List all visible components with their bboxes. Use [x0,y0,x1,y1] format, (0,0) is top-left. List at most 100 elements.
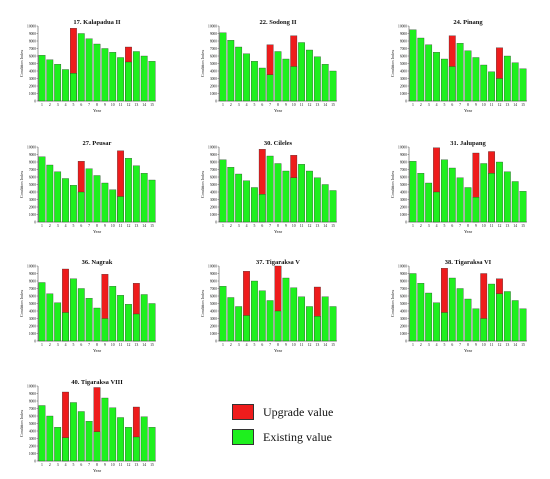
y-tick-label: 8000 [29,279,36,283]
y-tick-label: 8000 [29,399,36,403]
x-tick-label: 3 [238,343,240,347]
bar-existing [266,155,274,223]
x-tick-label: 5 [72,463,74,467]
y-tick-label: 2000 [400,84,407,88]
bar-existing [313,177,321,223]
x-tick-label: 4 [65,463,67,467]
y-tick-label: 7000 [400,287,407,291]
x-axis-label: Year [464,348,473,353]
bar-existing [93,307,101,342]
bar-existing [274,310,282,342]
bar-existing [140,173,148,223]
x-tick-label: 2 [49,463,51,467]
y-tick-label: 4000 [210,309,217,313]
x-tick-label: 13 [505,224,509,228]
x-tick-label: 3 [57,463,59,467]
bar-existing [417,283,425,342]
x-tick-label: 12 [308,103,312,107]
x-axis-label: Year [93,108,102,113]
x-tick-label: 3 [428,343,430,347]
y-tick-label: 9000 [210,272,217,276]
bar-existing [282,170,290,223]
y-tick-label: 7000 [29,287,36,291]
bar-existing [448,167,456,223]
y-tick-label: 2000 [29,444,36,448]
bar-existing [321,296,329,342]
bar-existing [258,290,266,342]
bar-existing [70,402,77,462]
y-tick-label: 0 [34,220,36,224]
bar-existing [511,300,519,342]
y-tick-label: 1000 [210,92,217,96]
bar-existing [488,71,495,102]
chart-panel: 30. Cileles Condition Index 0 1000 2000 3000 4… [200,140,337,234]
x-tick-label: 13 [315,103,319,107]
bar-existing [480,318,488,342]
chart-panel: 31. Jalupang Condition Index 0 1000 2000 3000… [390,140,527,234]
bar-existing [101,318,109,342]
x-tick-label: 8 [96,343,98,347]
y-tick-label: 6000 [400,175,407,179]
legend-swatch-upgrade [232,404,254,420]
bar-existing [227,40,235,102]
x-tick-label: 13 [134,463,138,467]
x-tick-label: 12 [127,463,131,467]
bar-existing [298,296,305,342]
y-tick-label: 7000 [29,407,36,411]
x-tick-label: 14 [142,343,146,347]
bar-existing [70,73,77,102]
y-tick-label: 5000 [400,183,407,187]
x-tick-label: 11 [119,463,123,467]
x-tick-label: 8 [467,103,469,107]
x-tick-label: 7 [88,343,90,347]
x-tick-label: 14 [323,103,327,107]
x-tick-label: 11 [119,224,123,228]
bar-existing [46,293,54,342]
y-tick-label: 1000 [210,332,217,336]
bar-existing [519,191,527,223]
x-tick-label: 5 [443,103,445,107]
chart-title: 30. Cileles [264,140,293,147]
bar-existing [117,295,124,342]
y-tick-label: 5000 [210,302,217,306]
bar-existing [46,415,54,462]
bar-existing [290,66,298,102]
bar-existing [125,304,132,342]
bar-existing [251,187,258,223]
bar-existing [290,177,298,223]
y-tick-label: 0 [405,220,407,224]
x-tick-label: 14 [142,463,146,467]
x-tick-label: 1 [412,224,414,228]
x-tick-label: 3 [57,103,59,107]
x-tick-label: 9 [285,343,287,347]
bar-existing [70,278,77,342]
y-tick-label: 0 [215,99,217,103]
y-tick-label: 3000 [210,317,217,321]
y-tick-label: 10000 [208,24,217,28]
bar-existing [417,37,425,102]
x-tick-label: 9 [475,343,477,347]
y-tick-label: 0 [405,339,407,343]
y-tick-label: 3000 [29,77,36,81]
bar-existing [93,175,101,223]
chart-panel: 36. Nagrak Condition Index 0 1000 2000 3000 40… [19,259,156,353]
x-tick-label: 11 [490,224,494,228]
chart-title: 40. Tigaraksa VIII [71,379,123,386]
y-tick-label: 8000 [29,39,36,43]
y-tick-label: 3000 [29,317,36,321]
x-tick-label: 7 [459,224,461,228]
chart-panel: 38. Tigaraksa VI Condition Index 0 1000 2000… [390,259,527,353]
x-tick-label: 1 [412,343,414,347]
bar-existing [85,38,93,102]
y-tick-label: 6000 [210,54,217,58]
bar-existing [85,168,93,223]
x-tick-label: 5 [443,224,445,228]
x-tick-label: 6 [261,343,263,347]
y-tick-label: 5000 [29,183,36,187]
x-tick-label: 7 [459,343,461,347]
bar-existing [70,185,77,223]
bar-existing [488,283,495,342]
y-tick-label: 0 [34,99,36,103]
bar-existing [321,64,329,102]
